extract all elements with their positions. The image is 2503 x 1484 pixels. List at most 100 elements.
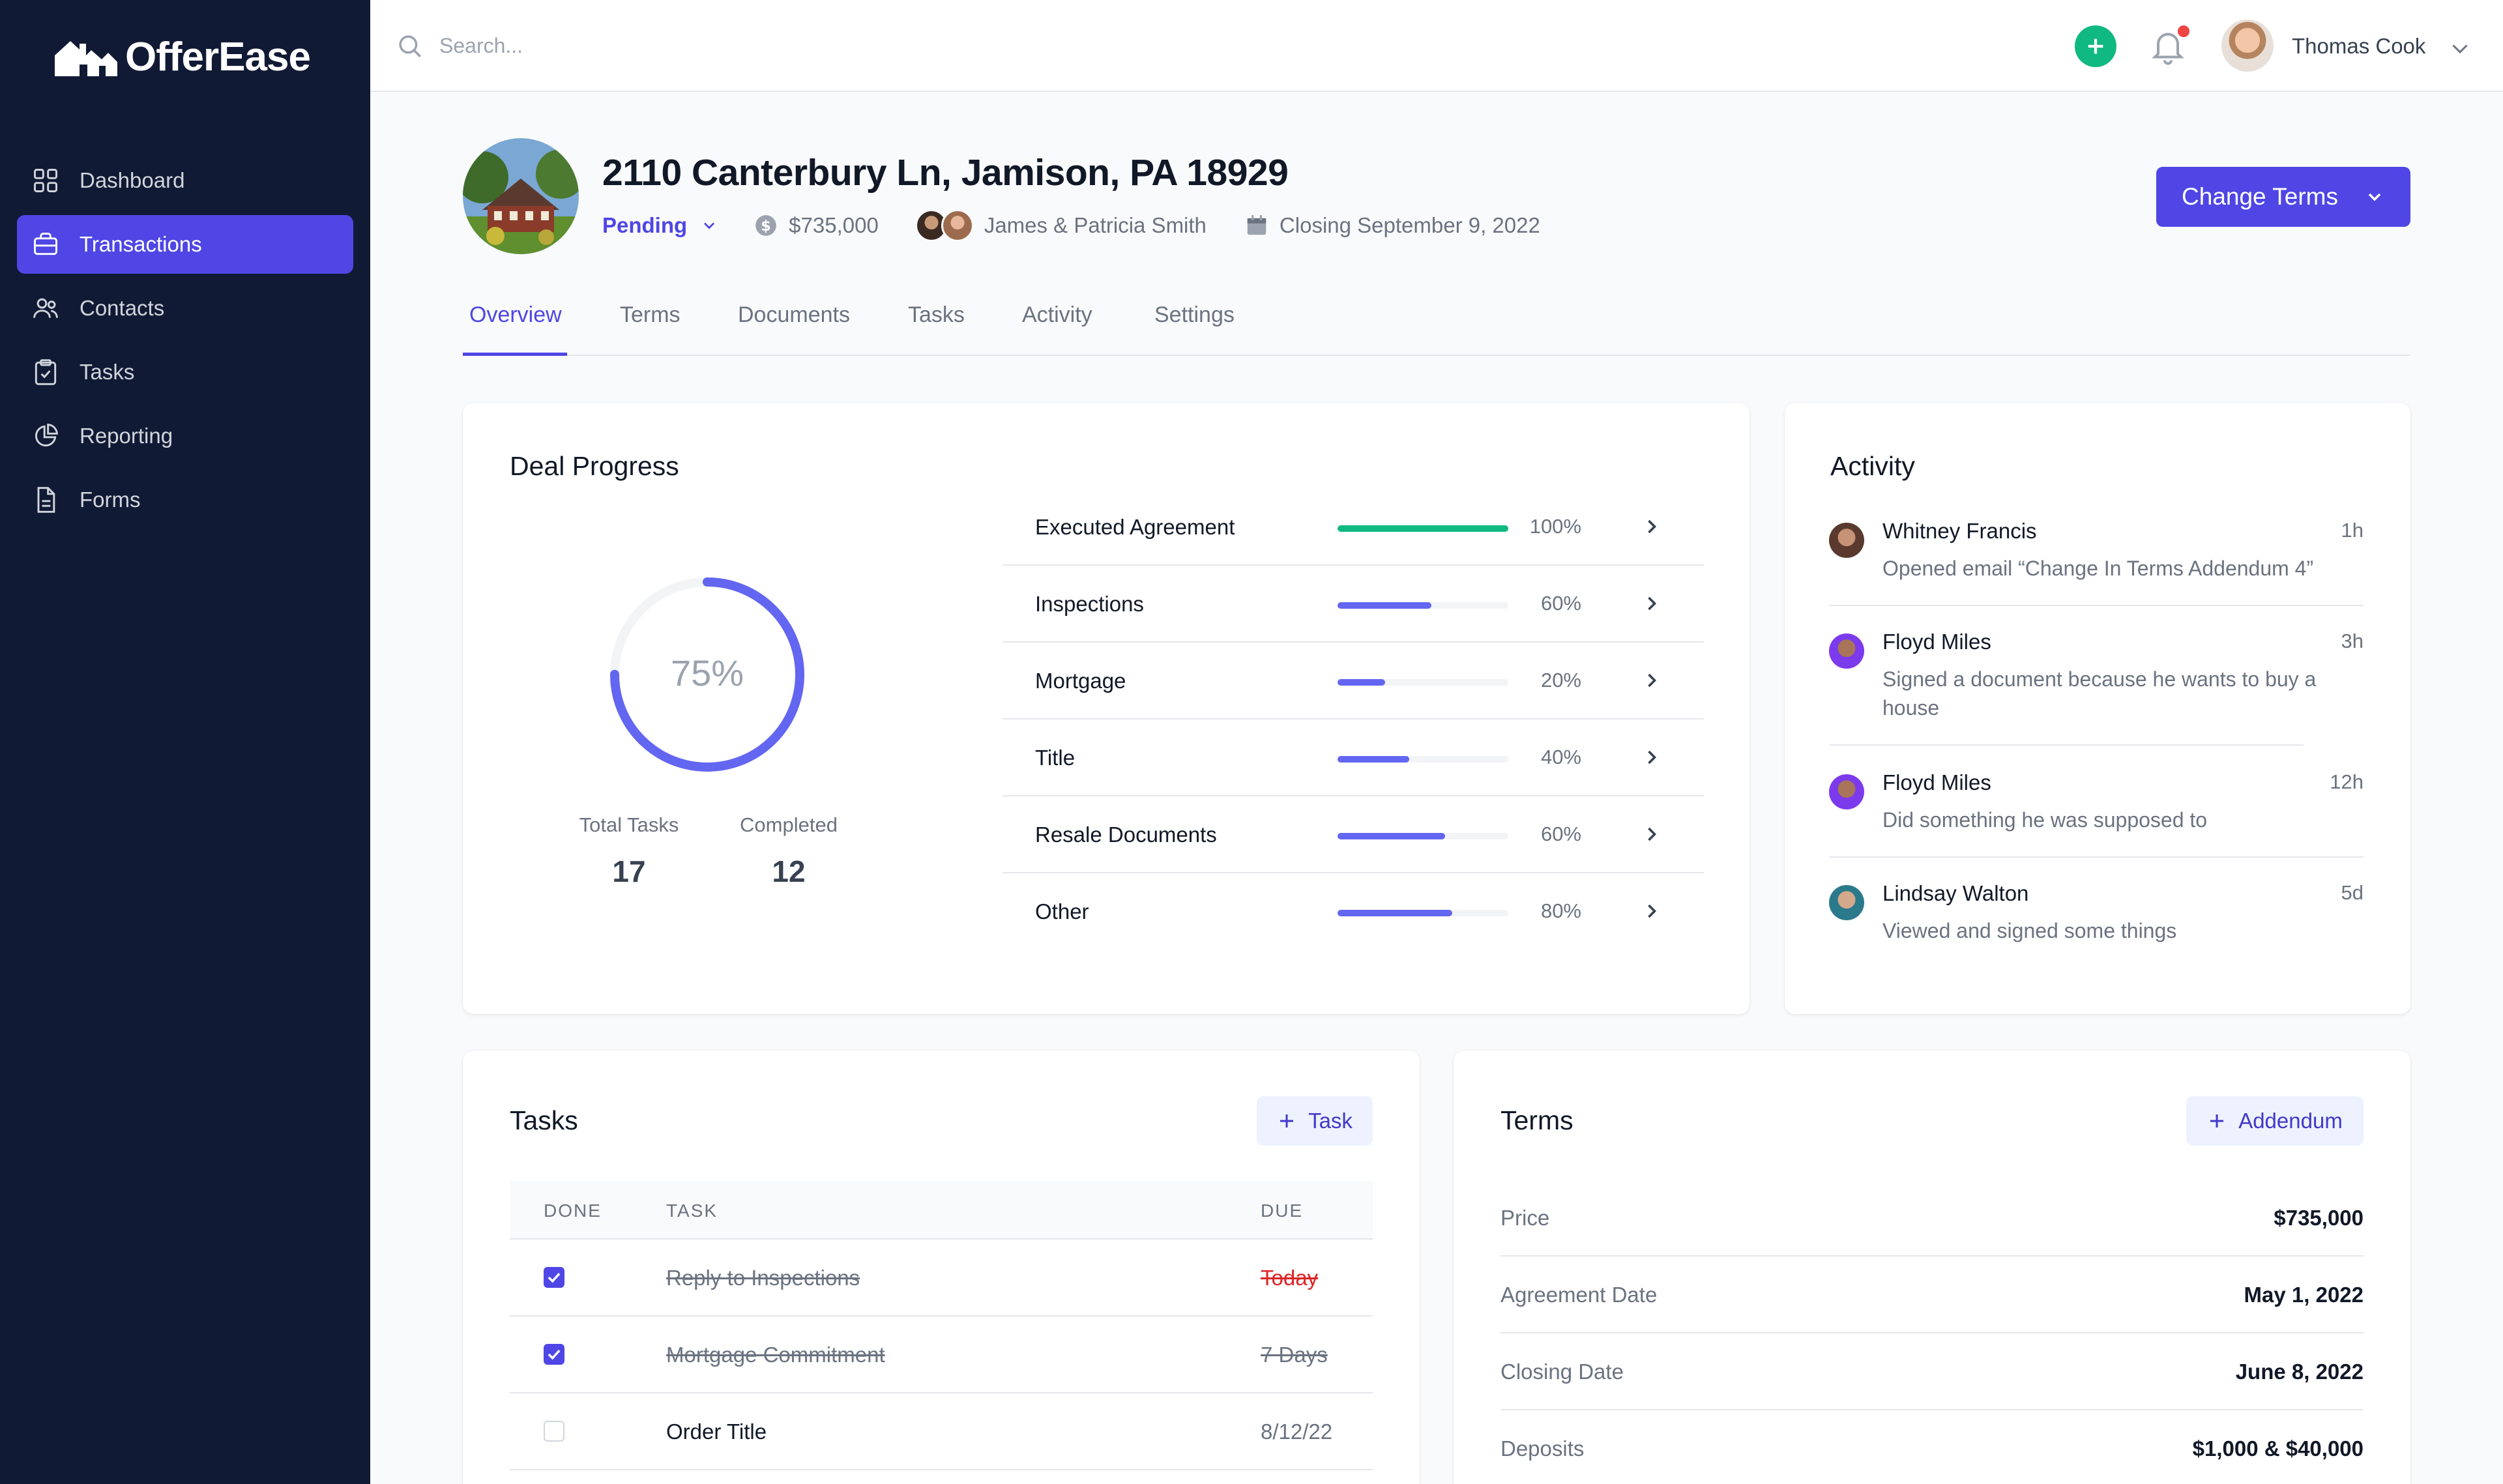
task-name[interactable]: Mortgage Commitment [666,1343,885,1367]
progress-track [1338,525,1508,532]
total-tasks-value: 17 [612,854,646,888]
progress-label: Inspections [1035,592,1144,616]
term-label: Agreement Date [1500,1283,1658,1307]
avatar [1829,885,1864,920]
term-value: $735,000 [2274,1206,2364,1230]
bell-icon[interactable] [2148,26,2188,65]
activity-name: Floyd Miles [1882,770,1991,794]
plus-icon [2210,1114,2224,1128]
progress-fill [1338,756,1410,763]
sidebar-item-reporting[interactable]: Reporting [17,407,353,465]
clients-item[interactable]: James & Patricia Smith [915,209,1207,242]
avatar [1829,633,1864,669]
search-icon [399,35,421,57]
sidebar-item-contacts[interactable]: Contacts [17,279,353,338]
house-logo-icon [55,40,117,76]
sidebar-item-label: Transactions [80,232,202,256]
task-name[interactable]: Order Title [666,1419,767,1444]
sidebar-item-label: Tasks [80,360,135,384]
activity-text: Did something he was supposed to [1882,808,2208,832]
add-addendum-button[interactable]: Addendum [2186,1096,2364,1146]
tab-tasks[interactable]: Tasks [908,302,965,327]
user-avatar[interactable] [2221,20,2274,72]
deal-meta: Pending $ $735,000 James & Patricia Smit… [602,209,1540,242]
progress-percent: 20% [1540,669,1581,691]
completed-label: Completed [740,813,838,836]
sidebar-item-forms[interactable]: Forms [17,471,353,529]
change-terms-button[interactable]: Change Terms [2156,167,2410,227]
tab-terms[interactable]: Terms [620,302,681,327]
activity-item[interactable]: Floyd Miles 12h Did something he was sup… [1829,770,2364,842]
task-checkbox[interactable] [544,1344,564,1365]
pie-chart-icon [35,424,58,446]
sidebar-item-dashboard[interactable]: Dashboard [17,151,353,210]
top-bar: Thomas Cook [370,0,2503,92]
add-button[interactable] [2075,25,2116,67]
status-label: Pending [602,213,688,237]
chevron-down-icon[interactable] [2448,36,2472,60]
term-row: Agreement Date May 1, 2022 [1500,1257,2364,1333]
tasks-table-header: DONE TASK DUE [510,1181,1373,1240]
sidebar-item-label: Reporting [80,424,173,448]
divider [1829,856,2364,858]
term-label: Closing Date [1500,1360,1624,1384]
term-label: Deposits [1500,1436,1585,1461]
search-input[interactable] [439,26,1352,65]
progress-track [1338,756,1508,763]
app-logo[interactable]: OfferEase [53,34,311,80]
activity-time: 5d [2341,881,2364,904]
activity-name: Floyd Miles [1882,630,1991,654]
term-value: June 8, 2022 [2235,1360,2364,1384]
progress-row-mortgage[interactable]: Mortgage 20% [1003,643,1704,720]
sidebar-item-transactions[interactable]: Transactions [17,215,353,274]
overall-percent: 75% [670,652,744,693]
tab-overview[interactable]: Overview [469,302,562,327]
calendar-icon [1247,215,1266,235]
task-checkbox[interactable] [544,1267,564,1288]
sidebar-item-tasks[interactable]: Tasks [17,343,353,401]
activity-name: Lindsay Walton [1882,881,2029,905]
progress-row-other[interactable]: Other 80% [1003,873,1704,950]
task-checkbox[interactable] [544,1421,564,1442]
progress-fill [1338,910,1452,916]
change-terms-label: Change Terms [2182,183,2338,210]
progress-row-resale-documents[interactable]: Resale Documents 60% [1003,796,1704,873]
tab-activity[interactable]: Activity [1022,302,1092,327]
tab-bar: Overview Terms Documents Tasks Activity … [463,287,2410,356]
activity-item[interactable]: Lindsay Walton 5d Viewed and signed some… [1829,881,2364,953]
clients-names: James & Patricia Smith [984,213,1207,237]
add-task-label: Task [1308,1109,1353,1133]
progress-row-inspections[interactable]: Inspections 60% [1003,566,1704,643]
users-icon [33,298,58,318]
task-due: 8/12/22 [1261,1419,1333,1444]
chevron-right-icon [1648,596,1657,611]
tab-settings[interactable]: Settings [1154,302,1235,327]
tab-documents[interactable]: Documents [738,302,850,327]
term-value: $1,000 & $40,000 [2192,1436,2364,1461]
add-task-button[interactable]: Task [1257,1096,1373,1146]
progress-percent: 60% [1540,592,1581,615]
progress-row-executed-agreement[interactable]: Executed Agreement 100% [1003,489,1704,566]
user-name[interactable]: Thomas Cook [2292,34,2426,58]
progress-label: Other [1035,899,1089,924]
app-name: OfferEase [125,35,311,80]
activity-item[interactable]: Floyd Miles 3h Signed a document because… [1829,630,2364,727]
notification-dot [2176,23,2191,39]
progress-track [1338,679,1508,686]
sidebar: OfferEase Dashboard Transactions Contact… [0,0,370,1484]
closing-item: Closing September 9, 2022 [1244,213,1540,238]
progress-fill [1338,833,1446,839]
activity-item[interactable]: Whitney Francis 1h Opened email “Change … [1829,519,2364,590]
column-header-done: DONE [544,1200,602,1221]
progress-row-title[interactable]: Title 40% [1003,720,1704,796]
divider [1829,744,2304,746]
activity-text: Signed a document because he wants to bu… [1882,667,2317,720]
term-value: May 1, 2022 [2244,1283,2364,1307]
dollar-circle-icon: $ [755,215,777,236]
term-row: Deposits $1,000 & $40,000 [1500,1410,2364,1484]
task-name[interactable]: Reply to Inspections [666,1266,860,1290]
status-dropdown[interactable]: Pending [602,213,718,238]
activity-title: Activity [1830,451,1915,481]
deal-progress-card [463,403,1749,1014]
activity-time: 1h [2341,519,2364,542]
